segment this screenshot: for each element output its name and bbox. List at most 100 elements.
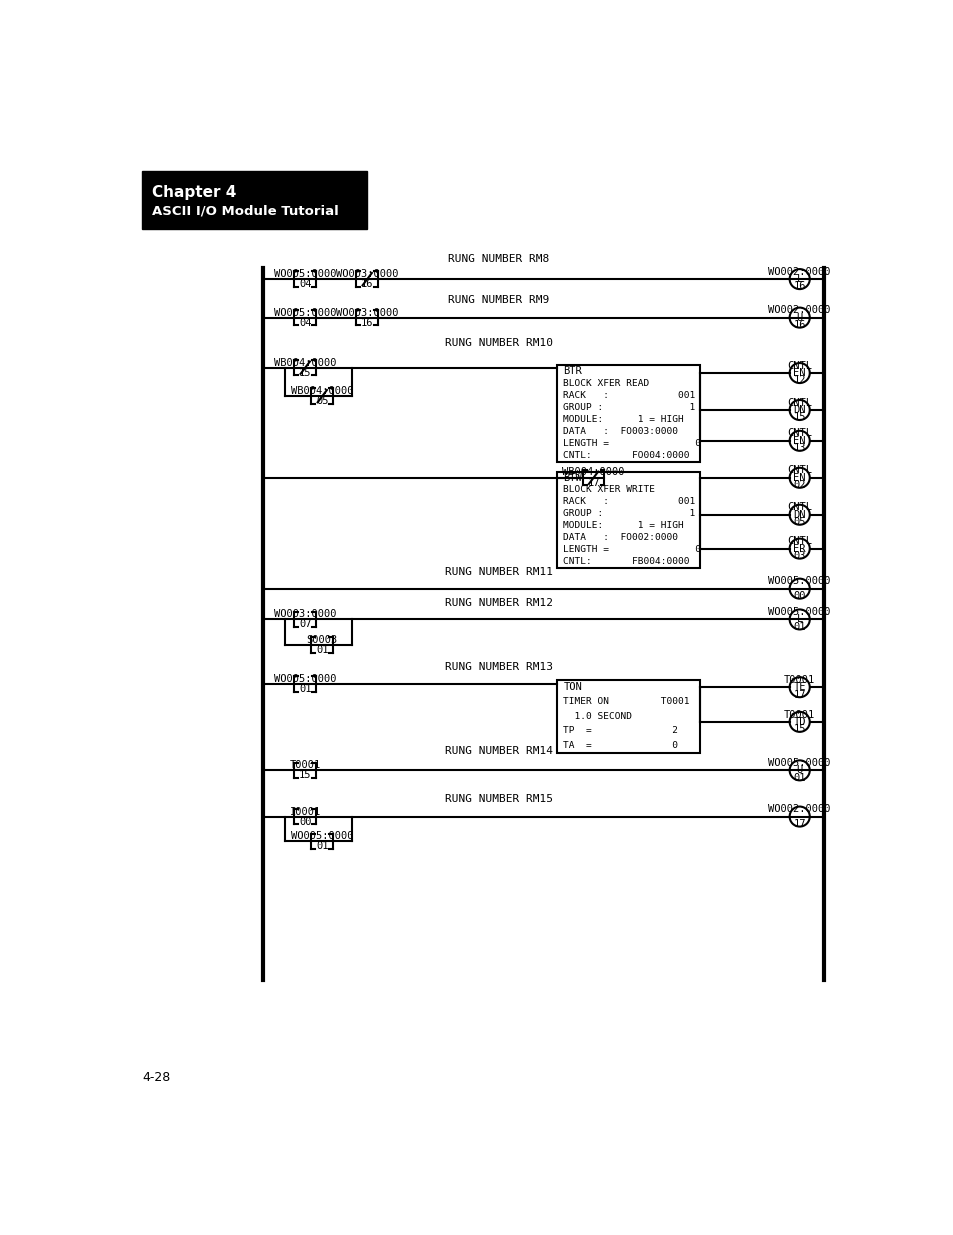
- Text: BTW: BTW: [562, 473, 581, 483]
- Text: MODULE:      1 = HIGH: MODULE: 1 = HIGH: [562, 415, 683, 424]
- Text: WO003:0000: WO003:0000: [274, 609, 336, 620]
- Text: GROUP :               1: GROUP : 1: [562, 403, 695, 412]
- Bar: [557, 679, 700, 752]
- Text: EN: EN: [793, 473, 805, 483]
- Text: LENGTH =               0: LENGTH = 0: [562, 546, 700, 555]
- Text: T0001: T0001: [783, 674, 815, 685]
- Text: CNTL: CNTL: [786, 429, 811, 438]
- Text: 17: 17: [793, 689, 805, 699]
- Text: WO005:0000: WO005:0000: [768, 758, 830, 768]
- Text: 17: 17: [793, 819, 805, 829]
- Text: BTR: BTR: [562, 367, 581, 377]
- Text: RUNG NUMBER RM15: RUNG NUMBER RM15: [444, 794, 553, 804]
- Text: 07: 07: [298, 620, 312, 630]
- Text: WO005:0000: WO005:0000: [768, 577, 830, 587]
- Bar: [142, 172, 367, 228]
- Text: RUNG NUMBER RM12: RUNG NUMBER RM12: [444, 598, 553, 608]
- Text: 01: 01: [793, 773, 805, 783]
- Text: TA  =              0: TA = 0: [562, 741, 678, 750]
- Text: RUNG NUMBER RM8: RUNG NUMBER RM8: [448, 253, 549, 264]
- Text: L: L: [796, 615, 802, 625]
- Text: WO002:0000: WO002:0000: [768, 305, 830, 315]
- Text: 15: 15: [793, 412, 805, 422]
- Text: WO005:0000: WO005:0000: [274, 308, 336, 317]
- Text: WO002:0000: WO002:0000: [768, 267, 830, 277]
- Text: 05: 05: [793, 517, 805, 527]
- Text: TD: TD: [793, 716, 805, 727]
- Text: CNTL: CNTL: [786, 503, 811, 513]
- Text: 05: 05: [315, 396, 328, 406]
- Text: 00: 00: [298, 816, 312, 826]
- Text: RUNG NUMBER RM9: RUNG NUMBER RM9: [448, 294, 549, 305]
- Text: DATA   :  FO002:0000: DATA : FO002:0000: [562, 534, 678, 542]
- Text: BLOCK XFER WRITE: BLOCK XFER WRITE: [562, 485, 655, 494]
- Text: LENGTH =               0: LENGTH = 0: [562, 440, 700, 448]
- Text: 03: 03: [793, 551, 805, 561]
- Text: U: U: [796, 312, 802, 322]
- Text: TE: TE: [793, 682, 805, 692]
- Text: WO005:0000: WO005:0000: [768, 608, 830, 618]
- Text: L: L: [796, 274, 802, 284]
- Bar: [557, 472, 700, 568]
- Text: U: U: [796, 766, 802, 776]
- Text: WO003:0000: WO003:0000: [335, 269, 398, 279]
- Text: CNTL:       FO004:0000: CNTL: FO004:0000: [562, 451, 689, 461]
- Text: CNTL: CNTL: [786, 398, 811, 408]
- Text: T0001: T0001: [783, 710, 815, 720]
- Text: DATA   :  FO003:0000: DATA : FO003:0000: [562, 427, 678, 436]
- Text: TIMER ON         T0001: TIMER ON T0001: [562, 697, 689, 706]
- Text: ASCII I/O Module Tutorial: ASCII I/O Module Tutorial: [152, 205, 338, 217]
- Text: WO005:0000: WO005:0000: [274, 674, 336, 684]
- Text: WO005:0000: WO005:0000: [291, 831, 354, 841]
- Text: 16: 16: [360, 317, 374, 327]
- Text: TP  =              2: TP = 2: [562, 726, 678, 735]
- Text: 01: 01: [793, 621, 805, 632]
- Text: 02: 02: [793, 480, 805, 490]
- Text: DN: DN: [793, 510, 805, 520]
- Text: EN: EN: [793, 436, 805, 446]
- Text: BLOCK XFER READ: BLOCK XFER READ: [562, 379, 649, 388]
- Text: RACK   :            001: RACK : 001: [562, 498, 695, 506]
- Text: 01: 01: [315, 841, 328, 851]
- Text: CNTL:       FB004:0000: CNTL: FB004:0000: [562, 557, 689, 567]
- Text: 13: 13: [793, 443, 805, 453]
- Text: WO003:0000: WO003:0000: [335, 308, 398, 317]
- Text: CNTL: CNTL: [786, 361, 811, 370]
- Text: 16: 16: [793, 320, 805, 330]
- Text: ER: ER: [793, 543, 805, 553]
- Text: CNTL: CNTL: [786, 536, 811, 546]
- Text: MODULE:      1 = HIGH: MODULE: 1 = HIGH: [562, 521, 683, 530]
- Text: 1.0 SECOND: 1.0 SECOND: [562, 711, 632, 720]
- Text: WB004:0000: WB004:0000: [291, 387, 354, 396]
- Text: 00: 00: [793, 592, 805, 601]
- Text: Chapter 4: Chapter 4: [152, 185, 236, 200]
- Text: GROUP :               1: GROUP : 1: [562, 509, 695, 519]
- Text: WO005:0000: WO005:0000: [274, 269, 336, 279]
- Text: 04: 04: [298, 317, 312, 327]
- Text: RACK   :            001: RACK : 001: [562, 391, 695, 400]
- Text: 04: 04: [298, 279, 312, 289]
- Text: RUNG NUMBER RM13: RUNG NUMBER RM13: [444, 662, 553, 672]
- Bar: [557, 366, 700, 462]
- Text: WB004:0000: WB004:0000: [274, 358, 336, 368]
- Text: I0001: I0001: [290, 806, 320, 816]
- Text: 01: 01: [315, 645, 328, 655]
- Text: CNTL: CNTL: [786, 466, 811, 475]
- Text: 16: 16: [360, 279, 374, 289]
- Text: RUNG NUMBER RM11: RUNG NUMBER RM11: [444, 567, 553, 577]
- Text: 16: 16: [793, 282, 805, 291]
- Text: 17: 17: [587, 478, 599, 488]
- Text: 4-28: 4-28: [142, 1071, 171, 1084]
- Text: 01: 01: [298, 684, 312, 694]
- Text: S0003: S0003: [306, 635, 337, 645]
- Text: DN: DN: [793, 405, 805, 415]
- Text: 12: 12: [793, 375, 805, 385]
- Text: 15: 15: [793, 724, 805, 734]
- Text: T0001: T0001: [290, 761, 320, 771]
- Text: 15: 15: [298, 368, 312, 378]
- Text: 15: 15: [298, 771, 312, 781]
- Text: EN: EN: [793, 368, 805, 378]
- Text: RUNG NUMBER RM14: RUNG NUMBER RM14: [444, 746, 553, 757]
- Text: WO002:0000: WO002:0000: [768, 804, 830, 814]
- Text: WB004:0000: WB004:0000: [561, 467, 624, 477]
